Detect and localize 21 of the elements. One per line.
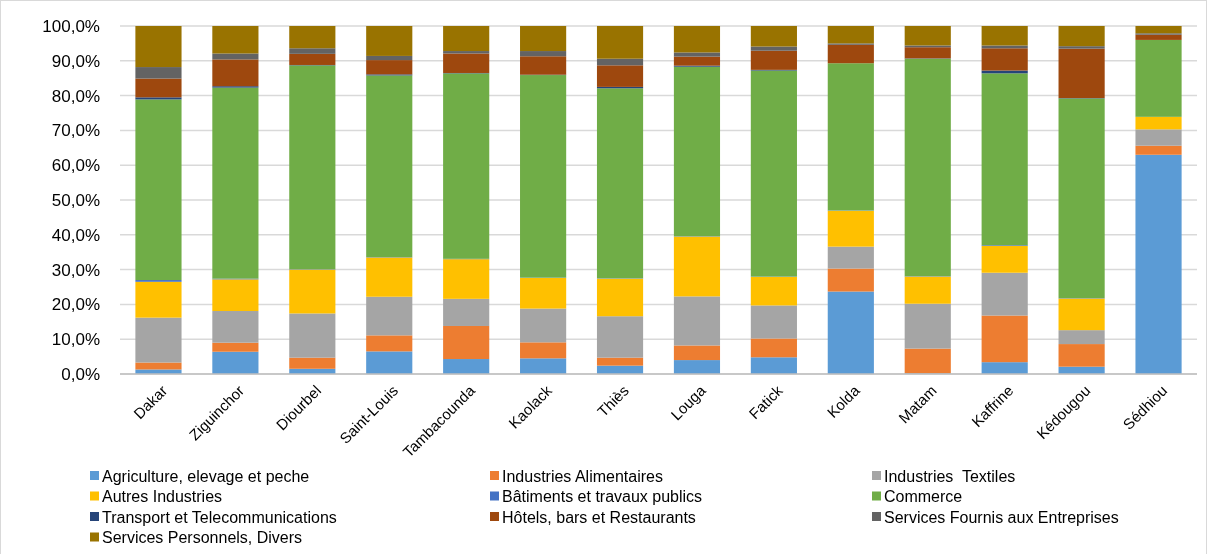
legend-label: Commerce xyxy=(884,488,963,506)
legend-label: Bâtiments et travaux publics xyxy=(502,488,703,506)
legend-label: Industries Alimentaires xyxy=(502,467,663,485)
y-tick-label: 0,0% xyxy=(61,364,100,384)
legend-label: Hôtels, bars et Restaurants xyxy=(502,508,696,526)
legend-label: Transport et Telecommunications xyxy=(102,508,337,526)
y-tick-label: 30,0% xyxy=(51,260,100,280)
legend-label: Industries Textiles xyxy=(884,467,1016,485)
y-tick-label: 40,0% xyxy=(51,225,100,245)
y-tick-label: 20,0% xyxy=(51,295,100,315)
y-tick-label: 60,0% xyxy=(51,156,100,176)
y-tick-label: 10,0% xyxy=(51,330,100,350)
legend-label: Services Fournis aux Entreprises xyxy=(884,508,1119,526)
y-tick-label: 70,0% xyxy=(51,121,100,141)
legend-label: Agriculture, elevage et peche xyxy=(102,467,310,485)
legend-label: Autres Industries xyxy=(102,488,223,506)
y-tick-label: 80,0% xyxy=(51,86,100,106)
legend-label: Services Personnels, Divers xyxy=(102,529,303,547)
y-tick-label: 50,0% xyxy=(51,190,100,210)
y-tick-label: 90,0% xyxy=(51,51,100,71)
y-tick-label: 100,0% xyxy=(42,16,100,36)
